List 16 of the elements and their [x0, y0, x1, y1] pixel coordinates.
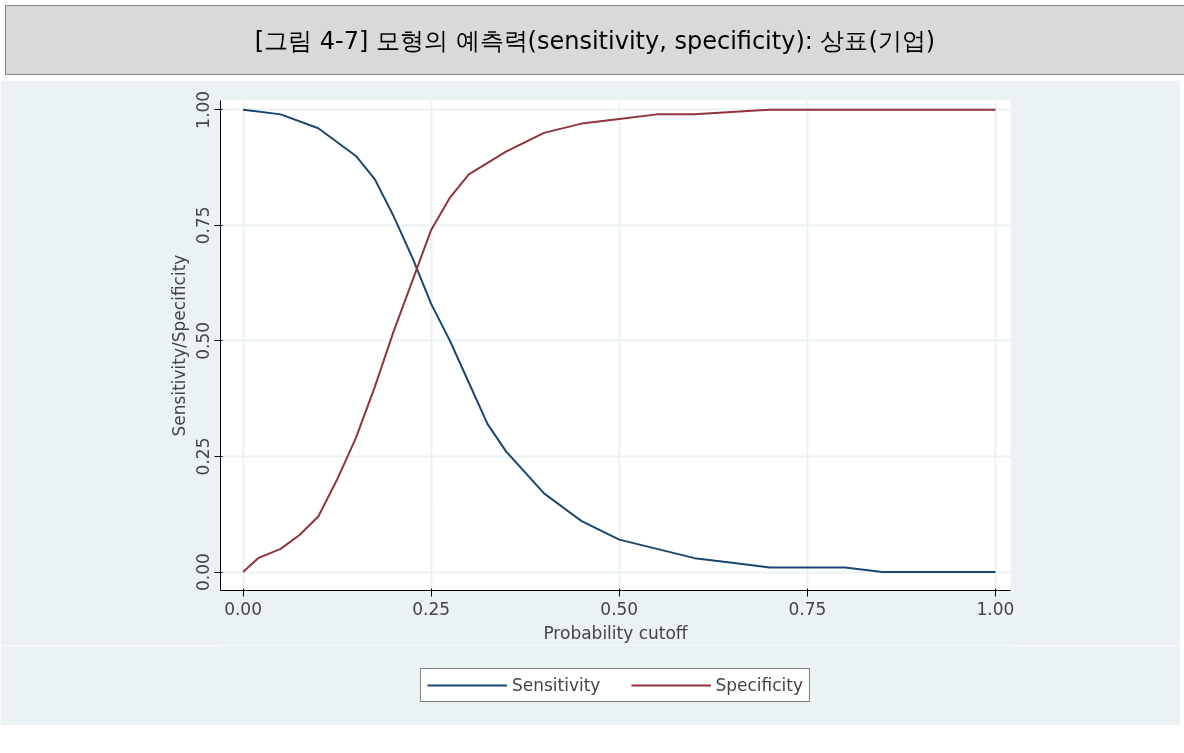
- y-tick-label: 0.50: [193, 321, 214, 360]
- y-axis-title: Sensitivity/Specificity: [168, 254, 189, 437]
- x-tick-label: 0.50: [600, 598, 639, 619]
- x-axis-title: Probability cutoff: [543, 622, 689, 643]
- y-tick-label: 0.75: [193, 206, 214, 245]
- y-tick-label: 1.00: [193, 90, 214, 129]
- legend-label: Sensitivity: [511, 675, 601, 695]
- y-tick-label: 0.00: [193, 553, 214, 591]
- x-tick-label: 0.75: [788, 598, 827, 619]
- y-tick-label: 0.25: [193, 437, 214, 476]
- line-series: [242, 108, 997, 574]
- x-tick-label: 0.25: [412, 598, 451, 619]
- legend-label: Specificity: [715, 675, 804, 695]
- chart-title: [그림 4-7] 모형의 예측력(sensitivity, specificity): 상표(기업): [254, 26, 936, 57]
- x-tick-label: 0.00: [224, 598, 263, 619]
- x-tick-label: 1.00: [976, 598, 1015, 619]
